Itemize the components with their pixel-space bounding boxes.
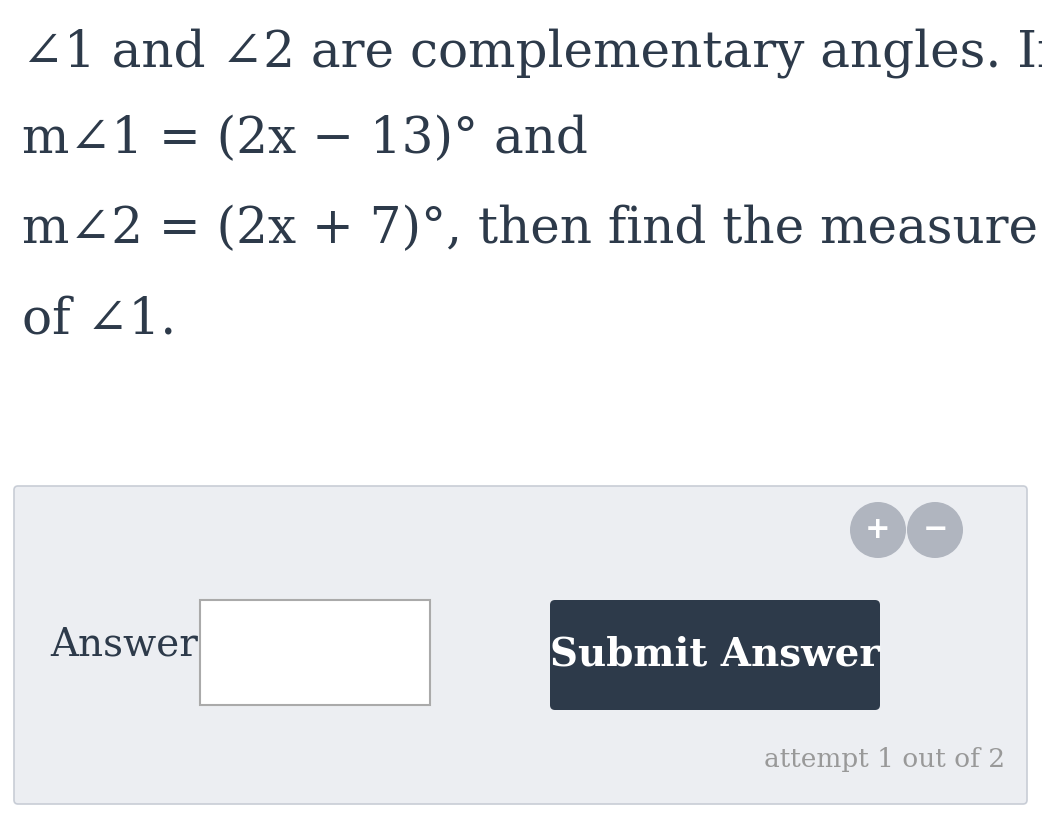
Text: Submit Answer: Submit Answer xyxy=(550,636,879,674)
Circle shape xyxy=(907,502,963,558)
Text: m∠2 = (2x + 7)°, then find the measure: m∠2 = (2x + 7)°, then find the measure xyxy=(22,205,1038,255)
FancyBboxPatch shape xyxy=(14,486,1027,804)
FancyBboxPatch shape xyxy=(200,600,430,705)
Text: Answer:: Answer: xyxy=(50,627,210,663)
Text: −: − xyxy=(922,515,948,545)
Text: m∠1 = (2x − 13)° and: m∠1 = (2x − 13)° and xyxy=(22,115,588,164)
Text: of ∠1.: of ∠1. xyxy=(22,295,176,344)
FancyBboxPatch shape xyxy=(550,600,880,710)
Circle shape xyxy=(850,502,905,558)
Text: +: + xyxy=(865,515,891,545)
Text: attempt 1 out of 2: attempt 1 out of 2 xyxy=(764,747,1004,772)
Text: ∠1 and ∠2 are complementary angles. If: ∠1 and ∠2 are complementary angles. If xyxy=(22,28,1042,78)
